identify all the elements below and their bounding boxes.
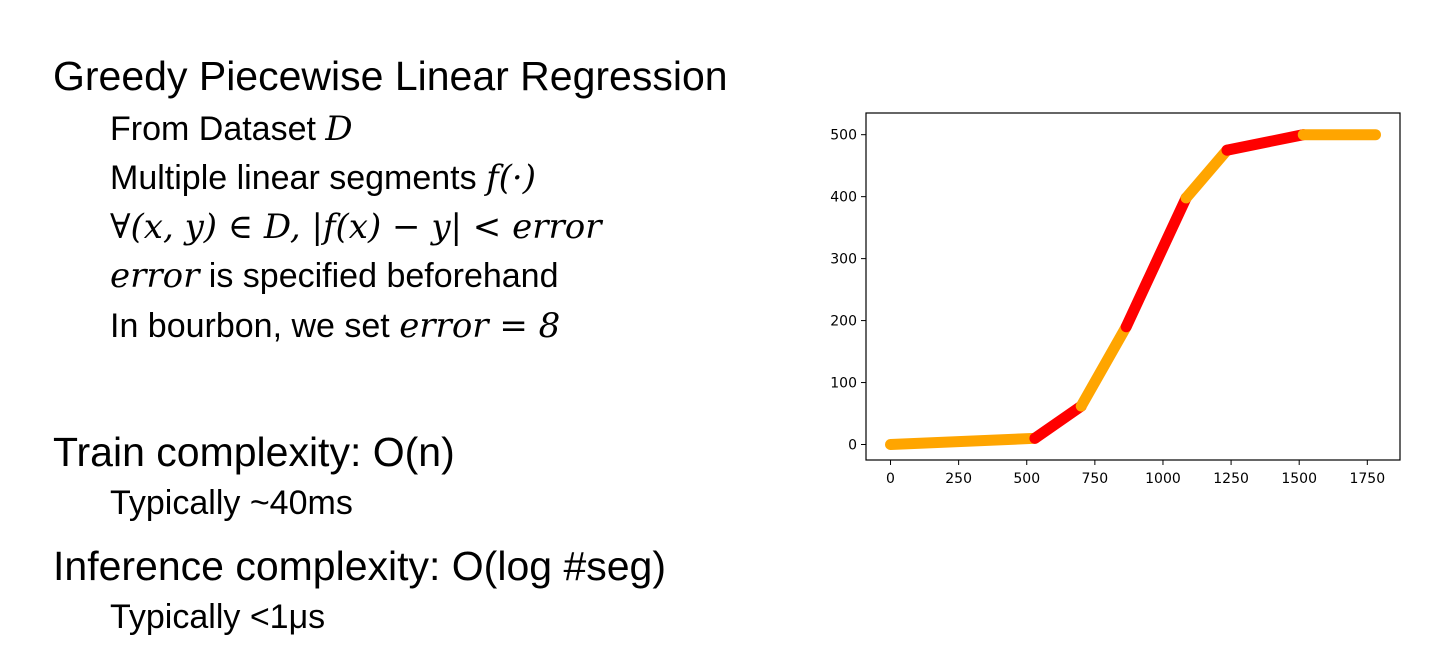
x-tick-label: 750 xyxy=(1081,471,1108,487)
y-tick-label: 300 xyxy=(830,252,857,268)
bullet-error-spec-text: is specified beforehand xyxy=(199,257,559,295)
bullet-bourbon: In bourbon, we set error = 8 xyxy=(110,305,560,347)
x-axis: 0 250 500 750 1000 1250 1500 1750 xyxy=(886,460,1385,487)
segment-1 xyxy=(885,432,1041,451)
y-tick-label: 500 xyxy=(830,128,857,144)
bullet-bourbon-text: In bourbon, we set xyxy=(110,307,400,345)
x-tick-label: 1000 xyxy=(1145,471,1181,487)
inference-complexity-heading: Inference complexity: O(log #seg) xyxy=(53,543,666,589)
bullet-dataset-text: From Dataset xyxy=(110,110,326,148)
bullet-error-spec-math: error xyxy=(110,256,200,296)
plot-frame xyxy=(865,112,1401,461)
y-tick-label: 200 xyxy=(830,314,857,330)
bullet-dataset-math: D xyxy=(325,109,353,149)
bullet-error-bound-math: ∀(x, y) ∈ D, |f(x) − y| < error xyxy=(110,207,602,247)
bullet-dataset: From Dataset D xyxy=(110,108,353,150)
segment-3 xyxy=(1075,321,1132,412)
train-complexity-detail: Typically ~40ms xyxy=(110,484,353,522)
segment-6 xyxy=(1221,129,1309,156)
y-tick-label: 0 xyxy=(848,438,857,454)
segment-5 xyxy=(1180,144,1233,204)
x-tick-label: 500 xyxy=(1013,471,1040,487)
inference-complexity-detail: Typically <1μs xyxy=(110,598,326,636)
segment-2 xyxy=(1029,400,1087,444)
bullet-error-spec: error is specified beforehand xyxy=(110,255,558,297)
x-tick-label: 1750 xyxy=(1349,471,1385,487)
y-tick-label: 400 xyxy=(830,190,857,206)
bullet-error-bound: ∀(x, y) ∈ D, |f(x) − y| < error xyxy=(110,206,601,248)
bullet-bourbon-math: error = 8 xyxy=(399,306,561,346)
piecewise-regression-chart: 0 250 500 750 1000 1250 1500 1750 0 100 200 300 400… xyxy=(830,112,1401,487)
slide-title: Greedy Piecewise Linear Regression xyxy=(53,53,728,99)
x-tick-label: 1250 xyxy=(1213,471,1249,487)
y-tick-label: 100 xyxy=(830,376,857,392)
bullet-segments-text: Multiple linear segments xyxy=(110,159,487,197)
train-complexity-heading: Train complexity: O(n) xyxy=(53,429,455,475)
y-axis: 0 100 200 300 400 500 xyxy=(830,128,866,454)
x-tick-label: 250 xyxy=(945,471,972,487)
bullet-segments-math: f(·) xyxy=(486,158,536,198)
x-tick-label: 0 xyxy=(886,471,895,487)
x-tick-label: 1500 xyxy=(1281,471,1317,487)
plot-lines xyxy=(885,129,1381,451)
segment-4 xyxy=(1120,192,1192,333)
bullet-segments: Multiple linear segments f(·) xyxy=(110,157,536,199)
